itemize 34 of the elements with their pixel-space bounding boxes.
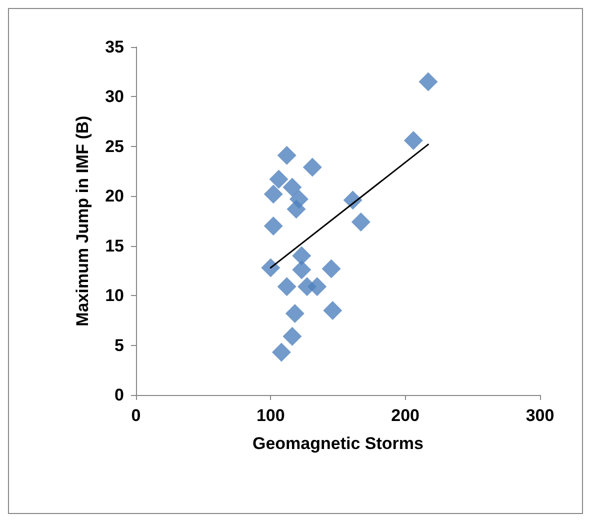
point — [323, 300, 342, 320]
point — [351, 212, 370, 232]
y-tick-label: 25 — [105, 136, 124, 156]
point — [308, 277, 327, 296]
point — [277, 277, 296, 296]
point — [264, 184, 283, 204]
x-axis-title: Geomagnetic Storms — [252, 434, 424, 453]
point — [302, 158, 322, 177]
point — [292, 246, 312, 266]
x-tick-label: 0 — [131, 406, 141, 425]
point — [404, 130, 423, 150]
point — [282, 178, 302, 197]
point — [322, 259, 341, 278]
point — [418, 72, 438, 92]
point — [292, 260, 312, 280]
y-tick-label: 20 — [105, 186, 124, 206]
y-tick-label: 30 — [105, 87, 124, 106]
point — [282, 326, 302, 346]
y-tick-label: 5 — [114, 336, 124, 355]
point — [261, 258, 280, 278]
point — [264, 216, 283, 236]
point — [285, 304, 304, 323]
point — [269, 170, 288, 189]
y-tick-label: 0 — [114, 386, 124, 404]
point — [286, 200, 306, 219]
y-axis-title: Maximum Jump in IMF (B) — [73, 116, 92, 326]
y-tick-label: 35 — [105, 38, 124, 56]
x-tick-label: 200 — [391, 406, 420, 425]
x-tick-label: 100 — [256, 406, 285, 425]
y-tick-label: 15 — [105, 236, 124, 256]
y-tick-label: 10 — [105, 286, 124, 306]
point — [277, 146, 296, 165]
point — [272, 342, 291, 362]
x-tick-label: 300 — [526, 406, 554, 425]
